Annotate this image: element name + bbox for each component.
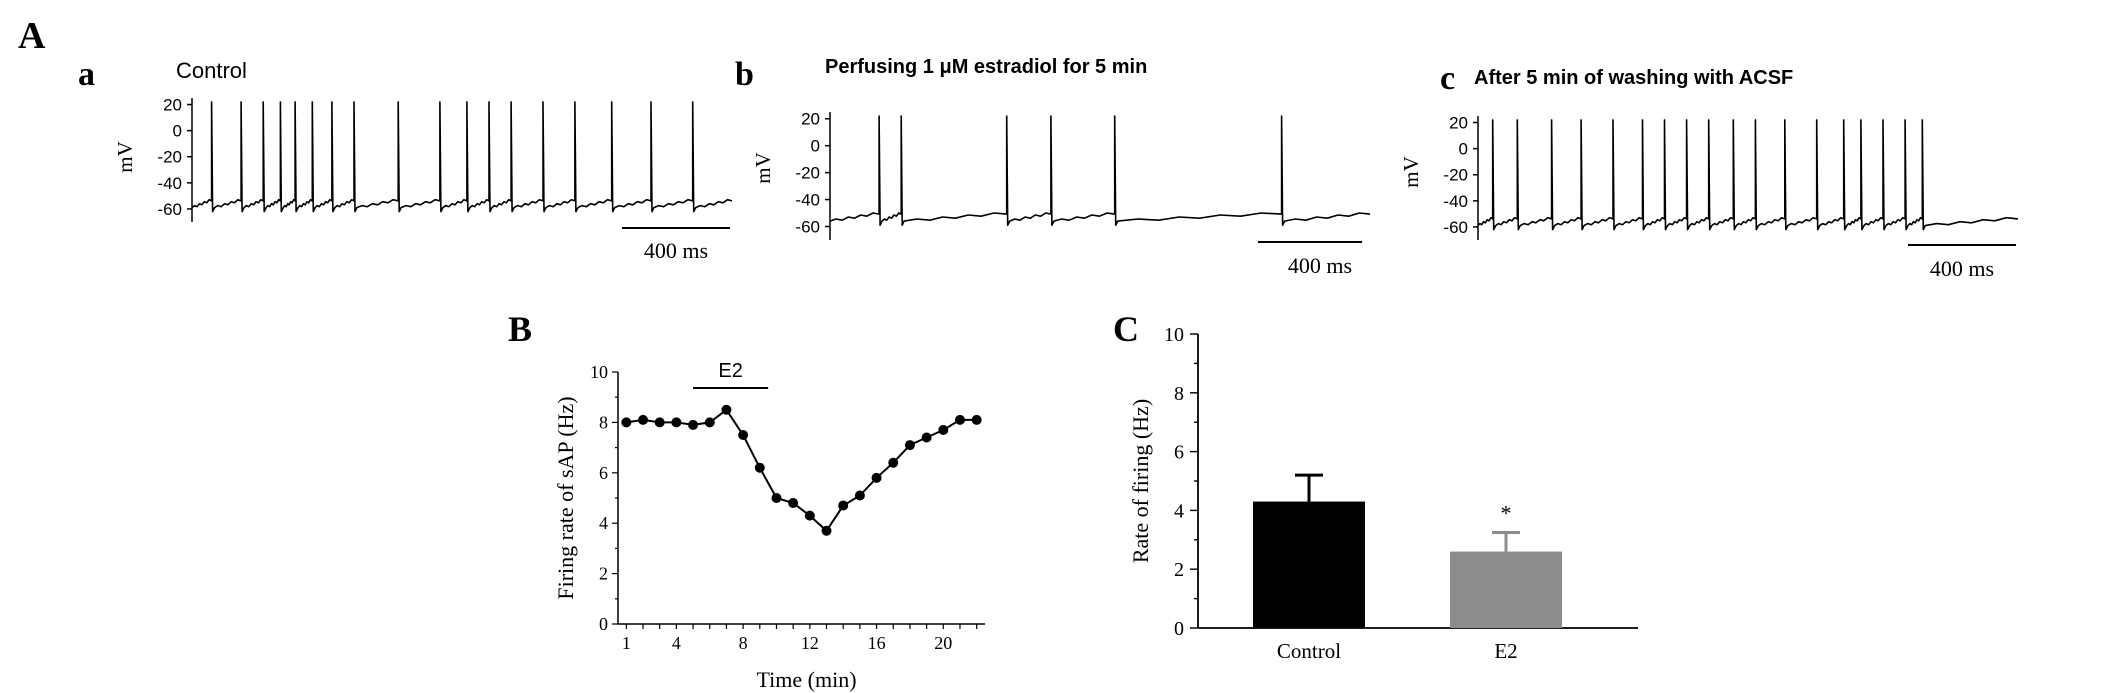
y-tick-label: 0 — [811, 137, 820, 156]
y-tick-label: 4 — [1174, 500, 1184, 522]
y-tick-label: -40 — [157, 174, 182, 193]
data-point — [704, 417, 715, 428]
y-tick-label: -40 — [795, 191, 820, 210]
bar-e2 — [1450, 551, 1562, 628]
panel-letter-A: A — [18, 15, 46, 57]
x-tick-label: 4 — [672, 633, 681, 653]
y-tick-label: -60 — [1443, 218, 1468, 237]
y-tick-label: -60 — [157, 200, 182, 219]
x-tick-label: 8 — [739, 633, 748, 653]
treatment-label: E2 — [718, 360, 742, 382]
y-tick-label: 2 — [1174, 559, 1184, 581]
x-tick-label: 16 — [868, 633, 886, 653]
data-point — [754, 462, 765, 473]
category-label: Control — [1277, 639, 1341, 663]
trace-c-title: After 5 min of washing with ACSF — [1474, 67, 1794, 89]
y-axis-label: mV — [751, 152, 775, 184]
y-tick-label: 6 — [1174, 442, 1184, 464]
x-tick-label: 1 — [622, 633, 631, 653]
y-tick-label: -60 — [795, 218, 820, 237]
y-tick-label: 2 — [599, 564, 608, 584]
y-tick-label: 6 — [599, 463, 608, 483]
x-tick-label: 12 — [801, 633, 819, 653]
trace-panel-c: 20 0 -20 -40 -60 mV 400 ms — [1399, 114, 2019, 281]
y-tick-label: -20 — [1443, 166, 1468, 185]
data-point — [938, 424, 949, 435]
panel-letter-b: b — [735, 56, 754, 93]
data-point — [821, 525, 832, 536]
series-line — [626, 408, 977, 533]
data-point — [654, 417, 665, 428]
data-point — [838, 500, 849, 511]
y-tick-label: 0 — [599, 614, 608, 634]
data-point — [621, 417, 632, 428]
data-point — [888, 457, 899, 468]
panel-letter-B: B — [508, 309, 533, 349]
time-course-chart: 0 2 4 6 8 10 1 4 8 12 16 20 Time (min) Firing rate of… — [553, 360, 985, 692]
data-point — [804, 510, 815, 521]
y-tick-label: 0 — [173, 122, 182, 141]
voltage-trace — [191, 101, 733, 213]
data-point — [638, 414, 649, 425]
bar-control — [1253, 501, 1365, 628]
trace-panel-b: 20 0 -20 -40 -60 mV 400 ms — [751, 110, 1371, 278]
panel-letter-c: c — [1440, 60, 1456, 97]
y-tick-label: 20 — [801, 110, 820, 129]
y-tick-label: 8 — [599, 412, 608, 432]
scale-bar-label: 400 ms — [1288, 253, 1352, 278]
voltage-trace — [829, 115, 1371, 226]
data-point — [904, 440, 915, 451]
data-point — [954, 414, 965, 425]
scale-bar-label: 400 ms — [1930, 256, 1994, 281]
y-tick-label: 10 — [1164, 324, 1184, 346]
voltage-trace — [1477, 119, 2019, 231]
data-point — [671, 417, 682, 428]
y-tick-label: -20 — [795, 164, 820, 183]
data-point — [921, 432, 932, 443]
y-axis-label: Firing rate of sAP (Hz) — [553, 396, 578, 599]
bar-chart: 0 2 4 6 8 10 Rate of firing (Hz) Control E2 * — [1128, 324, 1638, 663]
y-tick-label: 20 — [1449, 114, 1468, 133]
trace-a-title: Control — [176, 58, 247, 83]
y-tick-label: 0 — [1174, 618, 1184, 640]
data-point — [971, 414, 982, 425]
data-point — [688, 419, 699, 430]
data-point — [771, 493, 782, 503]
x-tick-label: 20 — [934, 633, 952, 653]
panel-letter-a: a — [78, 56, 95, 93]
y-axis-label: mV — [113, 141, 137, 173]
y-tick-label: 10 — [590, 362, 608, 382]
significance-marker: * — [1501, 500, 1512, 525]
data-point — [854, 490, 865, 501]
y-axis-label: Rate of firing (Hz) — [1128, 399, 1153, 563]
panel-letter-C: C — [1113, 309, 1139, 349]
y-tick-label: 8 — [1174, 383, 1184, 405]
y-tick-label: 0 — [1459, 140, 1468, 159]
y-tick-label: 4 — [599, 513, 608, 533]
trace-b-title: Perfusing 1 μM estradiol for 5 min — [825, 56, 1148, 78]
x-axis-label: Time (min) — [756, 667, 856, 692]
data-point — [788, 498, 799, 509]
data-point — [738, 430, 749, 440]
trace-panel-a: 20 0 -20 -40 -60 mV 400 ms — [113, 96, 733, 263]
category-label: E2 — [1494, 639, 1517, 663]
scale-bar-label: 400 ms — [644, 238, 708, 263]
y-tick-label: -20 — [157, 148, 182, 167]
data-point — [871, 472, 882, 483]
y-tick-label: 20 — [163, 96, 182, 115]
data-point — [721, 404, 732, 415]
y-axis-label: mV — [1399, 156, 1423, 188]
y-tick-label: -40 — [1443, 192, 1468, 211]
